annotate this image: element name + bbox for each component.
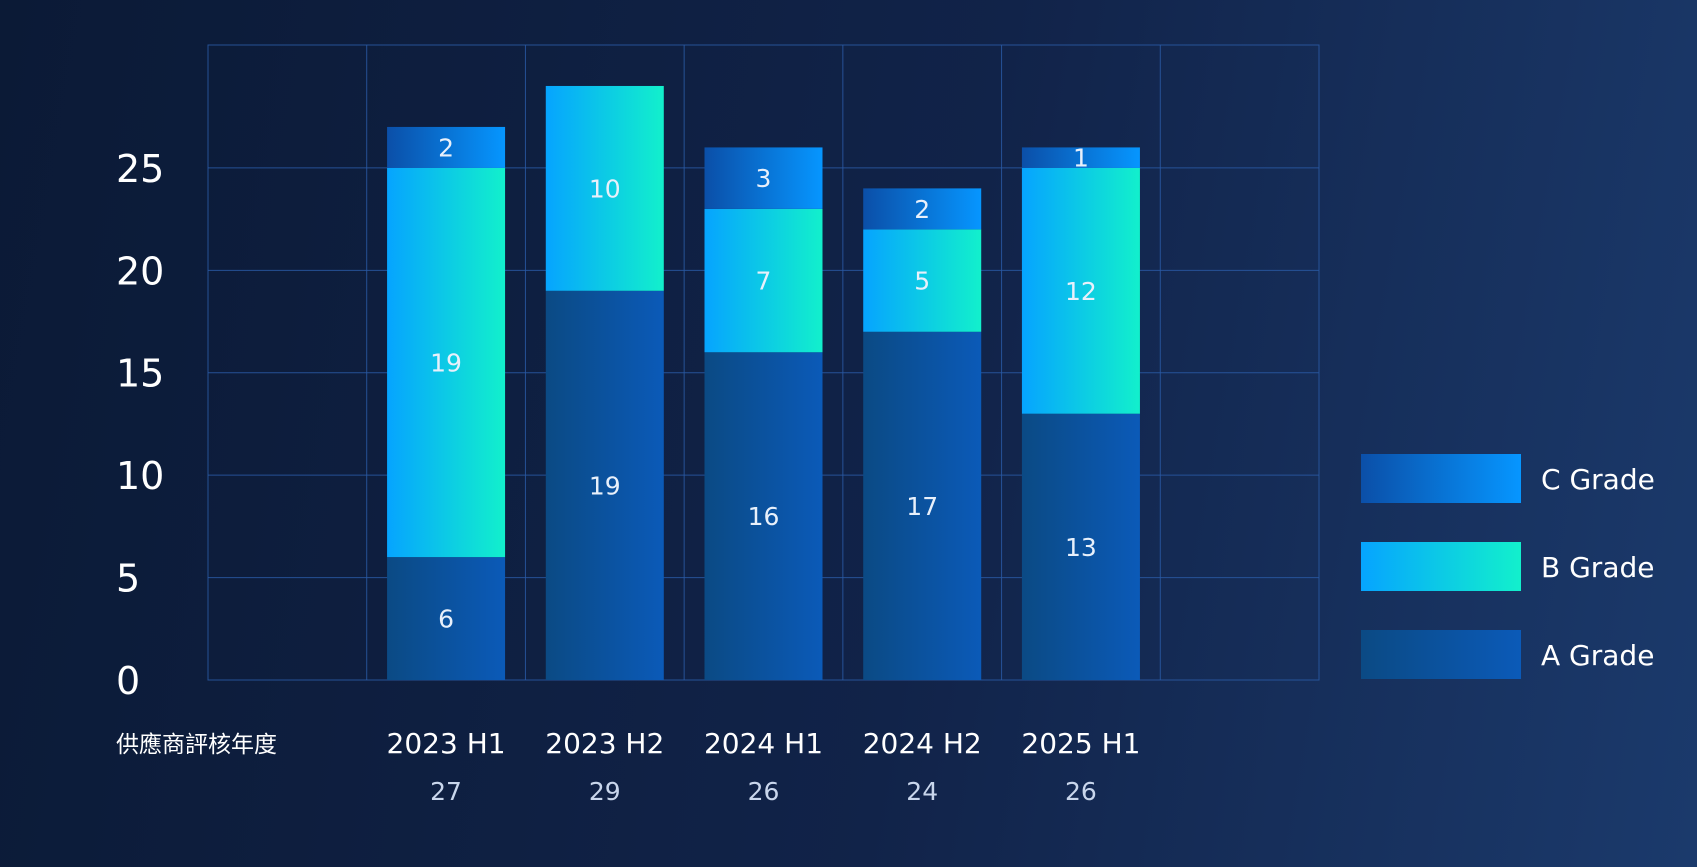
total-2024-h2: 24 [906, 777, 938, 806]
x-tick-2025-h1: 2025 H1 [1021, 727, 1140, 760]
bar-c-grade-2024-h1 [704, 147, 823, 209]
x-tick-2024-h1: 2024 H1 [704, 727, 823, 760]
label-b-grade-2023-h1: 19 [430, 349, 462, 378]
bar-a-grade-2024-h2 [863, 331, 982, 680]
bar-b-grade-2024-h2 [863, 229, 982, 332]
legend-label-a-grade: A Grade [1541, 639, 1654, 672]
x-tick-2024-h2: 2024 H2 [863, 727, 982, 760]
total-2025-h1: 26 [1065, 777, 1097, 806]
bars: 6 19 2 19 10 16 7 3 17 5 2 13 12 1 [387, 85, 1140, 680]
total-2024-h1: 26 [748, 777, 780, 806]
label-c-grade-2023-h1: 2 [438, 133, 454, 162]
y-tick-10: 10 [116, 454, 164, 498]
x-axis-ticks: 2023 H1 27 2023 H2 29 2024 H1 26 2024 H2 24 2025… [387, 727, 1141, 806]
label-b-grade-2023-h2: 10 [589, 174, 621, 203]
label-a-grade-2024-h1: 16 [748, 502, 780, 531]
x-tick-2023-h1: 2023 H1 [387, 727, 506, 760]
legend-label-c-grade: C Grade [1541, 463, 1655, 496]
total-2023-h2: 29 [589, 777, 621, 806]
label-b-grade-2024-h1: 7 [756, 267, 772, 296]
bar-c-grade-2024-h2 [863, 188, 982, 230]
label-c-grade-2024-h2: 2 [914, 195, 930, 224]
bar-a-grade-2025-h1 [1021, 413, 1140, 680]
y-tick-20: 20 [116, 249, 164, 293]
total-2023-h1: 27 [430, 777, 462, 806]
y-axis-ticks: 0 5 10 15 20 25 [116, 147, 164, 703]
y-tick-15: 15 [116, 352, 164, 396]
label-a-grade-2025-h1: 13 [1065, 533, 1097, 562]
bar-a-grade-2024-h1 [704, 352, 823, 680]
label-a-grade-2023-h2: 19 [589, 471, 621, 500]
bar-b-grade-2023-h2 [545, 85, 664, 291]
bar-b-grade-2023-h1 [387, 167, 506, 558]
label-c-grade-2024-h1: 3 [756, 164, 772, 193]
legend-swatch-a-grade [1361, 630, 1521, 679]
y-tick-0: 0 [116, 659, 140, 703]
label-c-grade-2025-h1: 1 [1073, 144, 1089, 173]
legend: C Grade B Grade A Grade [1361, 454, 1655, 679]
x-tick-2023-h2: 2023 H2 [545, 727, 664, 760]
y-tick-25: 25 [116, 147, 164, 191]
label-b-grade-2024-h2: 5 [914, 267, 930, 296]
bar-a-grade-2023-h1 [387, 557, 506, 680]
y-tick-5: 5 [116, 557, 140, 601]
legend-swatch-b-grade [1361, 542, 1521, 591]
bar-a-grade-2023-h2 [545, 290, 664, 680]
bar-c-grade-2023-h1 [387, 126, 506, 168]
label-a-grade-2023-h1: 6 [438, 605, 454, 634]
label-a-grade-2024-h2: 17 [906, 492, 938, 521]
x-axis-title: 供應商評核年度 [116, 732, 277, 758]
legend-swatch-c-grade [1361, 454, 1521, 503]
bar-b-grade-2024-h1 [704, 208, 823, 353]
label-b-grade-2025-h1: 12 [1065, 277, 1097, 306]
bar-c-grade-2025-h1 [1021, 147, 1140, 168]
legend-label-b-grade: B Grade [1541, 551, 1654, 584]
bar-b-grade-2025-h1 [1021, 167, 1140, 414]
